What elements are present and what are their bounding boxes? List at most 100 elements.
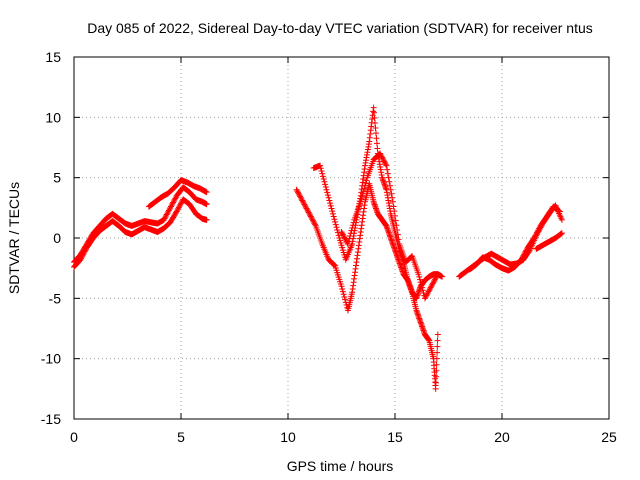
data-point: [347, 232, 354, 239]
data-point: [382, 161, 389, 168]
data-point: [170, 198, 177, 205]
data-point: [327, 200, 334, 207]
data-point: [387, 182, 394, 189]
data-point: [165, 208, 172, 215]
data-point: [177, 201, 184, 208]
data-point: [321, 178, 328, 185]
data-point: [372, 130, 379, 137]
data-point: [390, 203, 397, 210]
chart-title: Day 085 of 2022, Sidereal Day-to-day VTE…: [87, 20, 593, 36]
data-point: [422, 293, 429, 300]
y-axis-label: SDTVAR / TECUs: [6, 182, 22, 294]
data-point: [161, 215, 168, 222]
data-point: [164, 210, 171, 217]
data-point: [357, 198, 364, 205]
data-point: [344, 239, 351, 246]
data-point: [383, 162, 390, 169]
data-point: [379, 155, 386, 162]
data-point: [418, 281, 425, 288]
x-axis-label: GPS time / hours: [287, 458, 394, 474]
x-tick-label: 0: [70, 429, 78, 445]
data-point: [325, 194, 332, 201]
data-point: [349, 224, 356, 231]
data-point: [178, 200, 184, 207]
data-point: [166, 206, 173, 213]
data-point: [339, 230, 346, 237]
data-point: [359, 190, 366, 197]
data-point: [323, 186, 330, 193]
data-point: [379, 154, 386, 161]
data-point: [359, 193, 366, 200]
data-point: [173, 209, 180, 216]
data-point: [374, 145, 381, 152]
data-point: [329, 210, 336, 217]
data-point: [305, 209, 312, 216]
data-point: [329, 208, 336, 215]
data-point: [371, 109, 378, 116]
data-point: [392, 212, 398, 219]
data-point: [172, 195, 179, 202]
data-point: [434, 337, 441, 344]
data-point: [338, 283, 345, 290]
data-point: [162, 214, 169, 221]
data-point: [342, 237, 349, 244]
y-tick-label: 0: [53, 230, 61, 246]
data-point: [303, 205, 310, 212]
data-point: [417, 279, 424, 286]
data-point: [426, 287, 433, 294]
data-point: [381, 158, 388, 165]
data-point: [371, 114, 378, 121]
data-point: [309, 217, 316, 224]
data-point: [319, 173, 326, 180]
data-point: [533, 229, 540, 236]
data-point: [388, 190, 395, 197]
data-point: [372, 119, 379, 126]
data-point: [308, 214, 315, 221]
data-point: [342, 296, 349, 303]
data-point: [427, 284, 434, 291]
data-point: [434, 331, 441, 338]
data-point: [324, 192, 331, 199]
data-point: [394, 231, 401, 238]
data-point: [373, 140, 380, 147]
data-point: [415, 271, 422, 278]
data-point: [317, 162, 324, 169]
data-point: [301, 201, 308, 208]
data-point: [299, 198, 306, 205]
axis-ticks: [73, 56, 610, 420]
data-point: [531, 235, 538, 241]
data-point: [339, 288, 346, 295]
data-point: [532, 232, 539, 239]
data-point: [429, 280, 436, 287]
y-tick-label: 15: [45, 49, 61, 65]
data-point: [160, 216, 167, 223]
data-point: [167, 204, 174, 211]
data-point: [319, 170, 326, 177]
data-point: [304, 208, 311, 215]
data-point: [372, 125, 379, 132]
data-point: [297, 193, 304, 200]
data-point: [163, 212, 170, 219]
data-point: [425, 288, 432, 295]
data-point: [176, 203, 183, 210]
data-point: [433, 355, 440, 362]
y-tick-label: -5: [49, 290, 62, 306]
data-point: [426, 285, 433, 292]
series-arc-a: [71, 196, 210, 270]
data-point: [373, 135, 380, 142]
data-point: [522, 248, 529, 255]
data-point: [203, 216, 210, 223]
series-arc-f: [338, 150, 446, 302]
data-point: [558, 216, 565, 223]
data-point: [384, 166, 391, 173]
data-point: [307, 212, 314, 219]
data-point: [531, 233, 538, 240]
data-point: [377, 151, 384, 158]
data-point: [294, 188, 301, 195]
series-arc-c: [145, 177, 210, 210]
data-point: [295, 190, 302, 197]
data-point: [393, 222, 400, 229]
data-point: [340, 232, 347, 239]
data-point: [339, 285, 346, 292]
data-point: [389, 194, 396, 201]
